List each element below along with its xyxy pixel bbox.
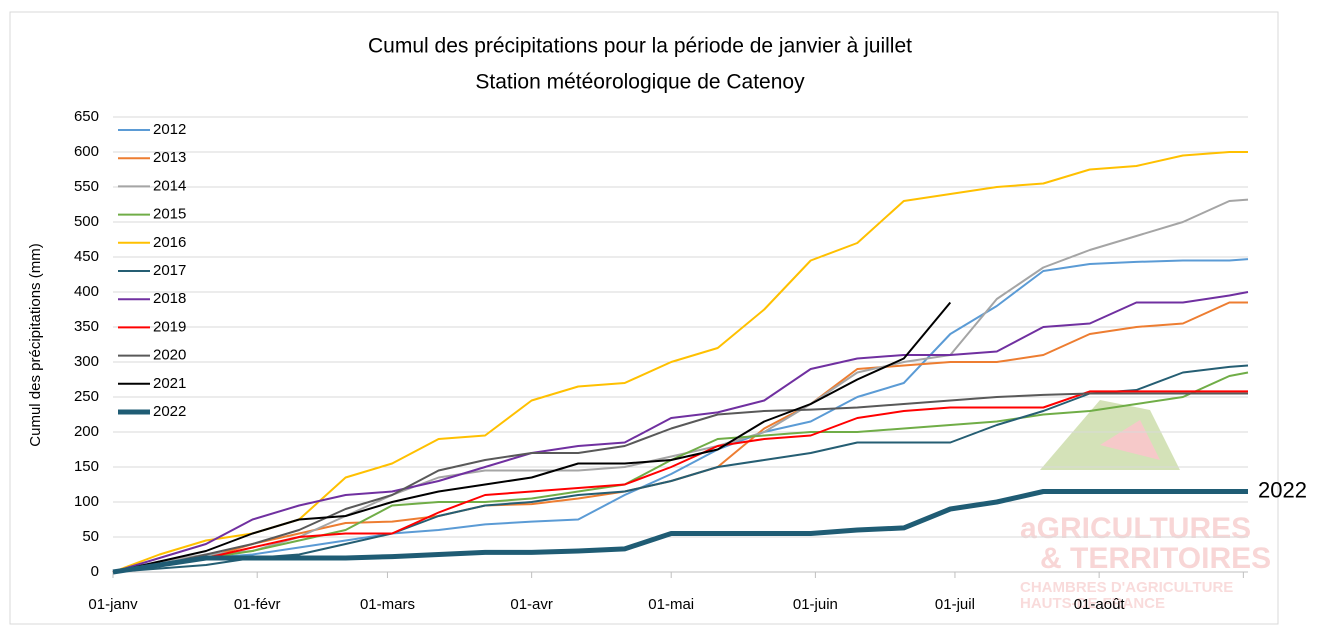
x-tick-label: 01-juin (793, 596, 838, 613)
annotation: 2022 (1258, 477, 1307, 502)
legend-label: 2020 (153, 347, 186, 364)
x-tick-label: 01-janv (88, 596, 138, 613)
legend-label: 2016 (153, 234, 186, 251)
legend-label: 2022 (153, 403, 186, 420)
y-tick-label: 250 (74, 388, 99, 405)
legend-label: 2017 (153, 262, 186, 279)
x-tick-label: 01-févr (234, 596, 281, 613)
y-tick-label: 100 (74, 493, 99, 510)
watermark-logo-accent (1100, 420, 1160, 460)
legend-label: 2013 (153, 149, 186, 166)
legend-label: 2019 (153, 318, 186, 335)
y-tick-label: 500 (74, 213, 99, 230)
chart-title: Cumul des précipitations pour la période… (368, 35, 912, 58)
series-line (112, 258, 1249, 573)
watermark-text: & TERRITOIRES (1040, 542, 1271, 575)
series-line (112, 291, 1249, 573)
y-axis-label: Cumul des précipitations (mm) (27, 243, 44, 446)
watermark-text: CHAMBRES D'AGRICULTURE (1020, 579, 1233, 596)
legend-label: 2014 (153, 177, 186, 194)
legend-label: 2015 (153, 206, 186, 223)
series-line (112, 371, 1249, 573)
legend-label: 2012 (153, 121, 186, 138)
watermark-text: HAUTS-DE-FRANCE (1020, 595, 1165, 612)
y-tick-label: 650 (74, 108, 99, 125)
series-line (112, 392, 1248, 573)
series-line (112, 364, 1249, 573)
series-line (112, 151, 1248, 573)
legend-label: 2021 (153, 375, 186, 392)
y-tick-label: 600 (74, 143, 99, 160)
y-tick-label: 400 (74, 283, 99, 300)
x-tick-label: 01-mai (648, 596, 694, 613)
x-tick-label: 01-avr (510, 596, 553, 613)
series-line (112, 489, 1248, 575)
chart-subtitle: Station météorologique de Catenoy (475, 71, 805, 94)
series-line (112, 198, 1249, 573)
y-tick-label: 350 (74, 318, 99, 335)
y-tick-label: 200 (74, 423, 99, 440)
legend-label: 2018 (153, 290, 186, 307)
x-tick-label: 01-mars (360, 596, 415, 613)
y-tick-label: 550 (74, 178, 99, 195)
y-tick-label: 150 (74, 458, 99, 475)
y-tick-label: 0 (91, 563, 99, 580)
series-line (112, 301, 952, 573)
y-tick-label: 50 (82, 528, 99, 545)
x-tick-label: 01-juil (935, 596, 975, 613)
y-tick-label: 450 (74, 248, 99, 265)
y-tick-label: 300 (74, 353, 99, 370)
chart-frame (9, 11, 1279, 625)
watermark-text: aGRICULTURES (1020, 512, 1251, 545)
watermark: aGRICULTURES & TERRITOIRES CHAMBRES D'AG… (1020, 400, 1271, 612)
x-tick-label: 01-août (1074, 596, 1126, 613)
